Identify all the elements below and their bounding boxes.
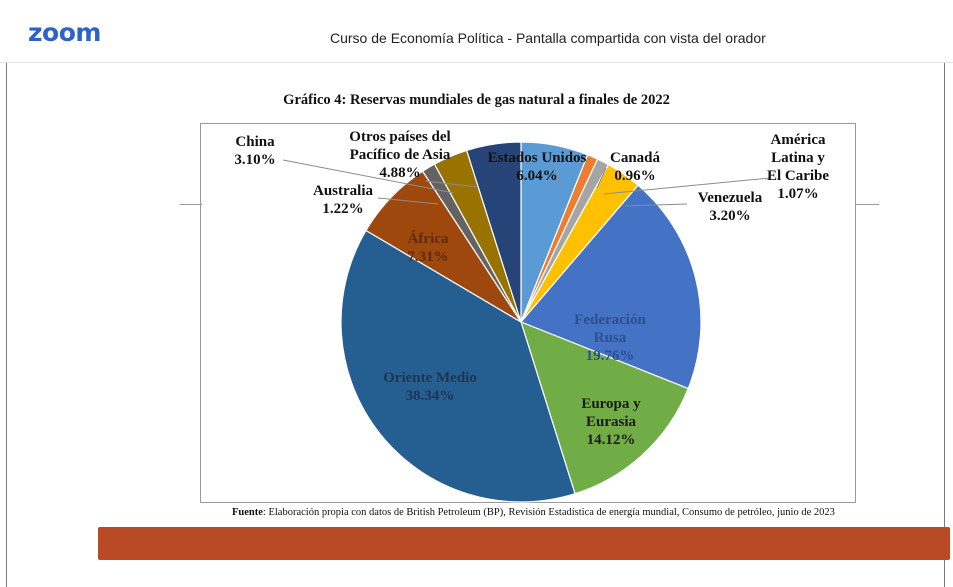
slice-label: Europa y Eurasia 14.12% (581, 396, 641, 448)
label-leader-line (548, 157, 561, 184)
slide-right-border (944, 63, 945, 587)
slice-label: China 3.10% (234, 134, 275, 168)
label-leader-line (282, 159, 455, 194)
label-leader-line (596, 167, 607, 189)
slice-label: Oriente Medio 38.34% (383, 370, 477, 404)
source-note: Fuente: Elaboración propia con datos de … (232, 507, 835, 518)
slice-label: Australia 1.22% (313, 183, 374, 217)
label-leader-line (603, 177, 771, 195)
slide-left-border (6, 63, 7, 587)
slice-label: Venezuela 3.20% (698, 190, 763, 224)
source-prefix: Fuente (232, 507, 263, 518)
pie-slice (520, 320, 690, 495)
slice-label: Canadá 0.96% (610, 150, 661, 184)
slide-footer-banner (98, 527, 950, 560)
divider-line-left (180, 204, 202, 205)
slice-label: Federación Rusa 19.76% (574, 312, 646, 364)
pie-slice (519, 184, 702, 390)
label-leader-line (424, 180, 479, 188)
slice-label: Estados Unidos 6.04% (488, 150, 587, 184)
slice-label: África 7.31% (407, 230, 449, 265)
window-title: Curso de Economía Política - Pantalla co… (330, 30, 766, 46)
pie-slice (465, 141, 522, 323)
divider-line-right (855, 204, 879, 205)
slice-label: Otros países del Pacífico de Asia 4.88% (349, 129, 451, 181)
label-leader-line (624, 203, 688, 207)
zoom-logo: zoom (28, 18, 101, 47)
chart-title: Gráfico 4: Reservas mundiales de gas nat… (283, 92, 670, 108)
zoom-top-bar: zoom Curso de Economía Política - Pantal… (0, 0, 953, 63)
slice-label: América Latina y El Caribe 1.07% (767, 132, 829, 202)
pie-slice (340, 229, 576, 503)
source-text: : Elaboración propia con datos de Britis… (262, 507, 835, 518)
label-leader-line (377, 197, 439, 205)
